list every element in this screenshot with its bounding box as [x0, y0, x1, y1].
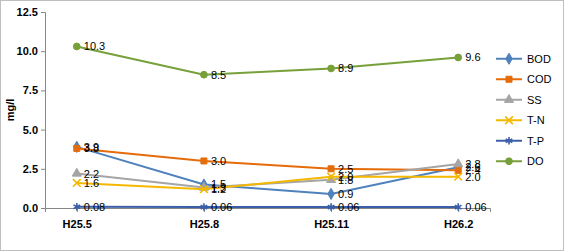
- legend-label: BOD: [527, 53, 551, 65]
- y-tick-mark: [41, 51, 45, 52]
- y-axis-line: [41, 13, 46, 209]
- series-marker: [200, 185, 208, 193]
- y-tick-mark: [41, 169, 45, 170]
- legend-item: DO: [496, 155, 544, 167]
- series-marker: [455, 54, 462, 61]
- data-label: 2.8: [465, 158, 480, 170]
- y-axis-title: mg/l: [4, 99, 16, 122]
- y-tick-mark: [41, 12, 45, 13]
- data-label: 8.9: [338, 62, 353, 74]
- y-tick: 5.0: [23, 124, 45, 136]
- plot-area: [72, 43, 463, 211]
- y-tick-label: 2.5: [23, 163, 38, 175]
- data-label: 2.0: [465, 171, 480, 183]
- y-tick-mark: [41, 208, 45, 209]
- data-label: 8.5: [211, 69, 226, 81]
- y-axis: 0.0 2.5 5.0 7.5 10.0 12.5: [17, 6, 46, 214]
- series-marker: [73, 179, 81, 187]
- y-tick-label: 0.0: [23, 202, 38, 214]
- data-label: 3.8: [84, 142, 99, 154]
- series-marker: [327, 173, 335, 181]
- y-tick: 0.0: [23, 202, 45, 214]
- x-tick-label: H25.8: [190, 218, 219, 230]
- legend-label: COD: [527, 73, 552, 85]
- legend: BOD COD SS T-N T-P DO: [496, 53, 552, 168]
- legend-item: BOD: [496, 53, 551, 65]
- data-label: 0.06: [211, 201, 232, 213]
- data-label: 1.2: [211, 183, 226, 195]
- legend-item: T-P: [496, 135, 544, 147]
- series-marker: [201, 158, 207, 164]
- data-labels: 3.91.50.92.63.83.02.52.42.21.31.82.81.61…: [84, 40, 487, 213]
- legend-item: T-N: [496, 114, 545, 126]
- legend-marker: [506, 158, 513, 165]
- legend-label: DO: [527, 155, 544, 167]
- legend-label: T-P: [527, 135, 544, 147]
- series-line: [77, 206, 458, 208]
- y-tick: 2.5: [23, 163, 45, 175]
- legend-item: COD: [496, 73, 552, 85]
- series-marker: [454, 159, 463, 167]
- x-tick-label: H26.2: [444, 218, 473, 230]
- series-marker: [328, 166, 334, 172]
- x-tick-label: H25.5: [63, 218, 92, 230]
- series-marker: [201, 71, 208, 78]
- series-marker: [454, 173, 462, 181]
- data-label: 3.0: [211, 155, 226, 167]
- y-tick-label: 5.0: [23, 124, 38, 136]
- y-tick-mark: [41, 90, 45, 91]
- series-marker: [328, 203, 335, 211]
- legend-label: SS: [527, 94, 542, 106]
- data-label: 0.08: [84, 201, 105, 213]
- series-line: [77, 147, 458, 194]
- data-label: 10.3: [84, 40, 105, 52]
- chart: 0.0 2.5 5.0 7.5 10.0 12.5 H25.5 H25.8 H25.11 H26.…: [0, 0, 564, 251]
- x-tick-label: H25.11: [314, 218, 349, 230]
- y-tick-mark: [41, 130, 45, 131]
- y-tick: 7.5: [23, 84, 45, 96]
- series-marker: [455, 167, 461, 173]
- series-marker: [201, 203, 208, 211]
- series-line: [77, 46, 458, 74]
- y-tick-label: 12.5: [17, 6, 38, 18]
- y-tick-label: 7.5: [23, 84, 38, 96]
- data-label: 1.6: [84, 177, 99, 189]
- series-marker: [328, 188, 334, 199]
- series-marker: [74, 141, 80, 152]
- data-label: 0.06: [338, 201, 359, 213]
- legend-marker: [506, 76, 512, 82]
- data-label: 0.06: [465, 201, 486, 213]
- legend-marker: [506, 137, 513, 145]
- data-label: 9.6: [465, 51, 480, 63]
- x-axis-line: [46, 209, 491, 213]
- y-tick-label: 10.0: [17, 45, 38, 57]
- chart-frame: [1, 1, 564, 251]
- series-line: [77, 148, 458, 170]
- legend-marker: [504, 94, 513, 102]
- series-marker: [73, 43, 80, 50]
- x-axis: H25.5 H25.8 H25.11 H26.2: [46, 208, 491, 230]
- legend-label: T-N: [527, 114, 545, 126]
- legend-marker: [506, 53, 512, 64]
- y-tick: 12.5: [17, 6, 45, 18]
- series-marker: [73, 203, 80, 211]
- legend-item: SS: [496, 94, 542, 106]
- series-line: [77, 177, 458, 190]
- data-label: 2.0: [338, 171, 353, 183]
- series-marker: [72, 168, 81, 176]
- legend-marker: [505, 116, 513, 124]
- y-tick: 10.0: [17, 45, 45, 57]
- series-marker: [74, 145, 80, 151]
- series-marker: [328, 65, 335, 72]
- series-marker: [455, 203, 462, 211]
- data-label: 0.9: [338, 188, 353, 200]
